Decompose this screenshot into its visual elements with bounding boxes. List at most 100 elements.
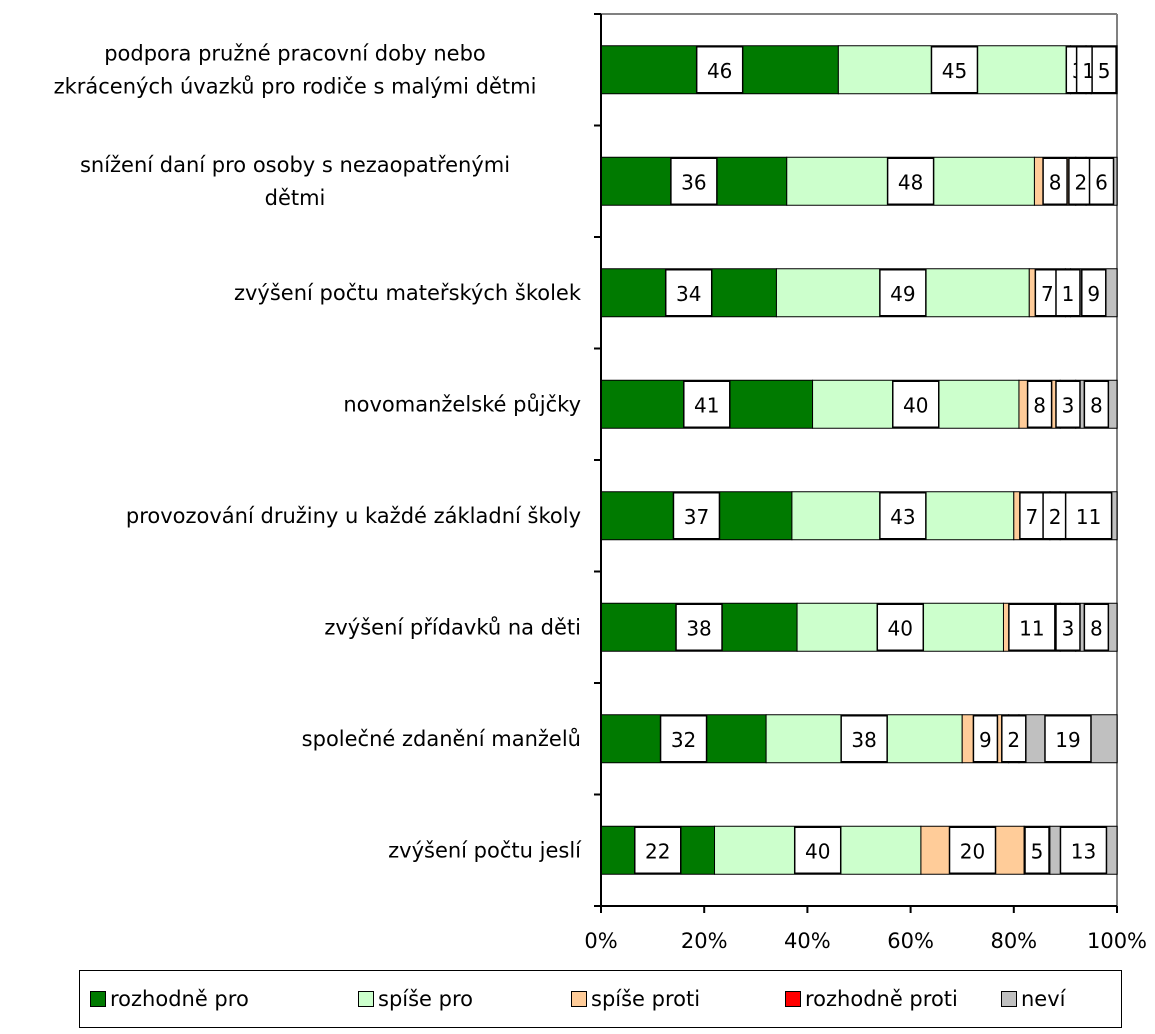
data-label: 48 — [898, 170, 923, 194]
legend: rozhodně pro spíše pro spíše proti rozhodně… — [79, 970, 1122, 1028]
x-tick-label: 40% — [784, 929, 831, 953]
category-label: zkrácených úvazků pro rodiče s malými dě… — [54, 74, 537, 98]
data-label: 46 — [707, 59, 732, 83]
legend-swatch — [785, 991, 801, 1007]
data-label-box — [1055, 603, 1081, 651]
plot-frame — [601, 13, 1118, 906]
data-label-box — [675, 603, 723, 651]
data-label-box — [879, 492, 927, 540]
chart: podpora pružné pracovní doby nebo zkrácen… — [54, 13, 1147, 953]
data-label-box — [1083, 603, 1110, 651]
data-label-box — [1044, 715, 1092, 763]
x-tick-label: 100% — [1087, 929, 1147, 953]
data-label: 38 — [686, 616, 711, 640]
data-label-box — [683, 380, 731, 428]
data-label: 2 — [1075, 170, 1088, 194]
data-label: 2 — [1049, 505, 1062, 529]
data-label-box — [1026, 380, 1053, 428]
data-label: 7 — [1025, 505, 1038, 529]
data-label: 41 — [694, 393, 719, 417]
legend-swatch — [90, 991, 106, 1007]
data-label-box — [1055, 380, 1081, 428]
legend-label: rozhodně proti — [805, 987, 958, 1011]
data-label-box — [1081, 269, 1107, 317]
x-tick-label: 0% — [584, 929, 617, 953]
category-label: provozování družiny u každé základní ško… — [126, 504, 581, 528]
data-label-box — [634, 826, 682, 874]
data-label-box — [659, 715, 708, 763]
category-label: zvýšení počtu jeslí — [388, 838, 582, 862]
data-label: 49 — [890, 282, 915, 306]
data-label: 8 — [1033, 393, 1046, 417]
data-label: 8 — [1049, 170, 1062, 194]
legend-item: spíše pro — [358, 987, 473, 1011]
data-label-box — [892, 380, 940, 428]
legend-swatch — [1001, 991, 1017, 1007]
data-label-box — [879, 269, 927, 317]
data-label-box — [886, 157, 935, 205]
data-label: 38 — [851, 728, 876, 752]
data-label: 1 — [1062, 282, 1075, 306]
data-label: 11 — [1019, 616, 1044, 640]
category-label: podpora pružné pracovní doby nebo — [104, 41, 486, 65]
data-label: 9 — [1087, 282, 1100, 306]
legend-label: spíše pro — [378, 987, 473, 1011]
data-label-box — [876, 603, 925, 651]
data-label: 36 — [681, 170, 706, 194]
legend-item: rozhodně pro — [90, 987, 249, 1011]
data-label: 32 — [671, 728, 696, 752]
data-label: 22 — [645, 839, 670, 863]
category-label: snížení daní pro osoby s nezaopatřenými — [80, 153, 510, 177]
data-label: 2 — [1007, 728, 1020, 752]
category-label: společné zdanění manželů — [302, 727, 581, 751]
axis: 0% 20% 40% 60% 80% 100% — [584, 13, 1147, 953]
legend-swatch — [358, 991, 374, 1007]
legend-item: spíše proti — [571, 987, 700, 1011]
data-label: 3 — [1062, 616, 1075, 640]
data-label-box — [670, 157, 718, 205]
data-label: 40 — [805, 839, 830, 863]
data-label: 7 — [1041, 282, 1054, 306]
data-label-box — [1083, 380, 1110, 428]
data-label-box — [1064, 492, 1113, 540]
category-label: zvýšení přídavků na děti — [324, 615, 581, 639]
data-label: 13 — [1071, 839, 1096, 863]
data-label-box — [672, 492, 721, 540]
legend-item: neví — [1001, 987, 1066, 1011]
data-label-box — [793, 826, 842, 874]
data-label: 37 — [684, 505, 709, 529]
legend-label: rozhodně pro — [110, 987, 249, 1011]
data-label: 6 — [1095, 170, 1108, 194]
value-labels: 4645315364882634497194140838374372113840… — [634, 46, 1117, 874]
data-label: 9 — [979, 728, 992, 752]
category-label: dětmi — [265, 186, 326, 210]
data-label: 8 — [1090, 393, 1103, 417]
legend-item: rozhodně proti — [785, 987, 958, 1011]
data-label-box — [664, 269, 713, 317]
x-tick-label: 20% — [681, 929, 728, 953]
data-label: 43 — [890, 505, 915, 529]
category-labels: podpora pružné pracovní doby nebo zkrácen… — [54, 41, 583, 862]
data-label-box — [695, 46, 744, 94]
data-label: 19 — [1055, 728, 1080, 752]
data-label: 45 — [942, 59, 967, 83]
data-label-box — [1088, 157, 1115, 205]
data-label: 5 — [1098, 59, 1111, 83]
data-label: 3 — [1062, 393, 1075, 417]
data-label-box — [1024, 826, 1050, 874]
data-label-box — [948, 826, 997, 874]
data-label-box — [930, 46, 979, 94]
data-label: 11 — [1076, 505, 1101, 529]
legend-swatch — [571, 991, 587, 1007]
legend-label: neví — [1021, 987, 1066, 1011]
data-label-box — [972, 715, 999, 763]
data-label: 5 — [1031, 839, 1044, 863]
category-label: zvýšení počtu mateřských školek — [234, 281, 582, 305]
data-label: 34 — [676, 282, 701, 306]
category-label: novomanželské půjčky — [343, 392, 581, 416]
data-label-box — [1059, 826, 1108, 874]
data-label-box — [1042, 157, 1068, 205]
data-label-box — [840, 715, 888, 763]
x-tick-label: 80% — [990, 929, 1037, 953]
data-label-box — [1091, 46, 1117, 94]
